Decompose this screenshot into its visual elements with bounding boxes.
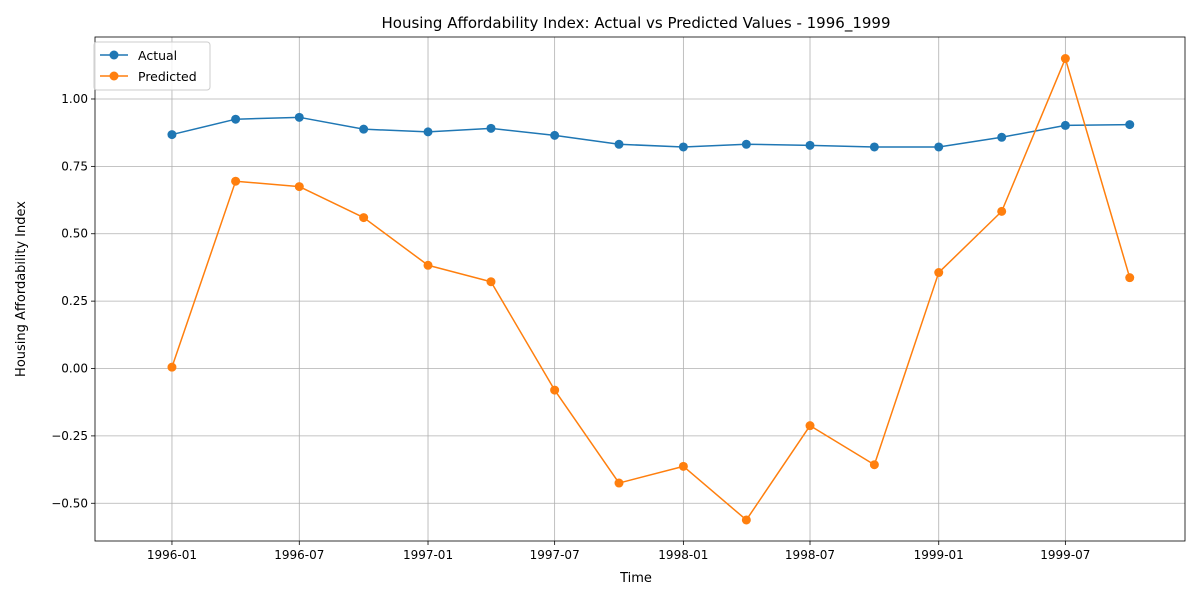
y-axis-ticks: −0.50 −0.25 0.00 0.25 0.50 0.75 1.00 [51,92,95,510]
plot-frame [94,36,1186,542]
data-point-predicted [1060,54,1070,64]
data-point-actual [614,139,624,149]
x-axis-ticks: 1996-01 1996-07 1997-01 1997-07 1998-01 1998-… [147,541,1090,562]
y-axis-label: Housing Affordability Index [14,201,29,377]
data-point-actual [805,140,815,150]
data-point-predicted [741,515,751,525]
data-point-actual [550,130,560,140]
x-tick-label: 1997-01 [403,548,453,562]
legend-label-actual: Actual [138,48,177,63]
data-point-actual [934,142,944,152]
legend-marker-actual [109,50,119,60]
data-point-predicted [614,478,624,488]
data-point-predicted [1125,273,1135,283]
series-lines [167,54,1135,525]
data-point-predicted [997,206,1007,216]
y-tick-label: 0.00 [61,362,88,376]
legend-box [93,41,211,91]
data-point-actual [869,142,879,152]
y-tick-label: −0.25 [51,429,88,443]
y-tick-label: 0.25 [61,294,88,308]
data-point-predicted [486,277,496,287]
data-point-actual [359,124,369,134]
x-tick-label: 1999-01 [914,548,964,562]
data-point-predicted [359,213,369,223]
data-point-actual [294,112,304,122]
y-tick-label: 0.75 [61,159,88,173]
y-tick-label: 1.00 [61,92,88,106]
y-tick-label: −0.50 [51,496,88,510]
x-tick-label: 1996-07 [274,548,324,562]
data-point-predicted [167,362,177,372]
data-point-predicted [805,421,815,431]
data-point-predicted [869,460,879,470]
legend-label-predicted: Predicted [138,69,197,84]
data-point-actual [1060,120,1070,130]
data-point-predicted [231,176,241,186]
data-point-actual [167,130,177,140]
data-point-actual [1125,120,1135,130]
x-tick-label: 1996-01 [147,548,197,562]
x-tick-label: 1998-01 [658,548,708,562]
data-point-actual [423,127,433,137]
data-point-predicted [423,260,433,270]
legend-marker-predicted [109,71,119,81]
data-point-actual [231,114,241,124]
x-tick-label: 1997-07 [530,548,580,562]
series-line-actual [171,116,1130,148]
x-tick-label: 1999-07 [1040,548,1090,562]
data-point-actual [486,123,496,133]
y-tick-label: 0.50 [61,227,88,241]
data-point-actual [997,132,1007,142]
series-line-predicted [171,57,1131,521]
data-point-actual [678,142,688,152]
data-point-predicted [550,385,560,395]
x-axis-label: Time [619,571,652,586]
data-point-actual [741,139,751,149]
data-point-predicted [934,268,944,278]
legend: Actual Predicted [93,41,211,91]
chart-title: Housing Affordability Index: Actual vs P… [381,14,890,33]
data-point-predicted [294,182,304,192]
data-point-predicted [678,461,688,471]
x-tick-label: 1998-07 [785,548,835,562]
